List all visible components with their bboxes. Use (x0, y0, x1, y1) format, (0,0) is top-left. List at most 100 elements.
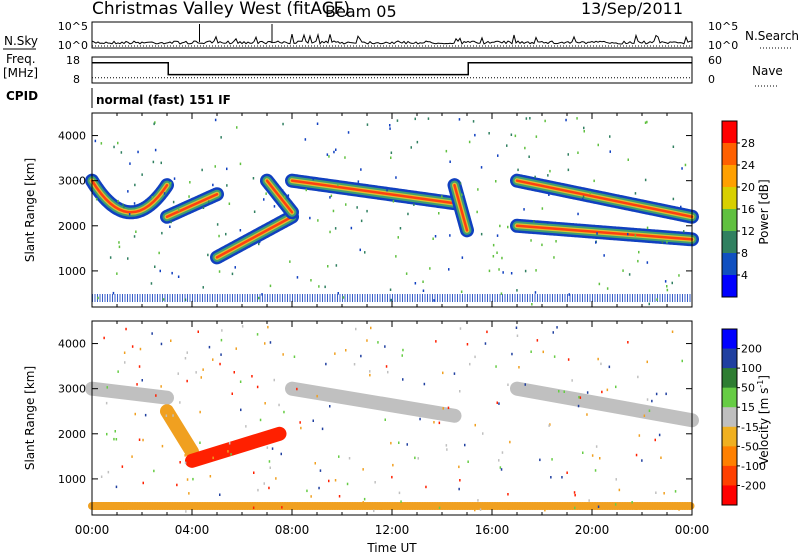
echo-speckle (646, 261, 649, 264)
echo-speckle (184, 461, 187, 465)
echo-speckle (634, 234, 637, 237)
echo-speckle (334, 479, 337, 482)
echo-speckle (189, 181, 191, 184)
echo-speckle (603, 254, 605, 257)
nsky-frame (91, 21, 693, 49)
echo-speckle (591, 454, 594, 457)
echo-speckle (208, 345, 211, 349)
echo-speckle (216, 223, 219, 226)
echo-speckle (184, 454, 186, 457)
echo-speckle (170, 339, 172, 342)
echo-speckle (384, 345, 386, 348)
echo-speckle (105, 401, 108, 405)
echo-speckle (417, 457, 419, 460)
echo-speckle (582, 451, 584, 454)
echo-speckle (366, 339, 368, 342)
echo-speckle (568, 293, 570, 296)
echo-speckle (433, 421, 435, 424)
colorbar-frame (721, 328, 738, 506)
echo-speckle (150, 282, 153, 285)
echo-speckle (335, 148, 337, 151)
echo-speckle (136, 383, 138, 386)
echo-speckle (103, 336, 105, 340)
echo-speckle (153, 469, 155, 473)
velocity-colorbar-label-end: ] (757, 375, 771, 380)
echo-speckle (498, 459, 500, 462)
echo-speckle (482, 432, 484, 435)
echo-speckle (165, 414, 168, 417)
echo-speckle (529, 117, 531, 120)
power-colorbar: 28 24 20 16 12 8 4 (721, 120, 755, 298)
freq-panel: Freq. [MHz] 18 8 60 0 Nave (3, 52, 783, 87)
echo-speckle (251, 375, 253, 378)
echo-speckle (496, 234, 499, 237)
cpid-label: CPID (6, 89, 38, 103)
freq-frame (91, 56, 693, 84)
echo-speckle (438, 421, 441, 425)
echo-speckle (574, 493, 576, 497)
echo-speckle (186, 379, 188, 383)
echo-arc-1 (90, 179, 169, 214)
echo-speckle (390, 441, 392, 445)
echo-speckle (366, 209, 368, 213)
echo-speckle (402, 348, 404, 352)
echo-speckle (414, 456, 416, 460)
echo-speckle (133, 202, 136, 205)
echo-speckle (112, 291, 115, 295)
echo-speckle (117, 199, 119, 203)
freq-label-line2: [MHz] (3, 66, 38, 80)
echo-speckle (395, 176, 397, 179)
echo-speckle (577, 404, 580, 408)
echo-speckle (499, 466, 502, 469)
echo-speckle (681, 359, 683, 363)
echo-speckle (484, 342, 487, 345)
echo-speckle (550, 476, 552, 479)
echo-speckle (516, 334, 519, 337)
echo-speckle (261, 293, 263, 296)
echo-speckle (548, 193, 550, 196)
echo-speckle (124, 361, 126, 364)
echo-speckle (316, 394, 318, 398)
colorbar-segment (722, 231, 737, 254)
y-tick-label: 4000 (58, 130, 86, 143)
echo-speckle (162, 298, 165, 301)
echo-speckle (283, 195, 286, 198)
power-ylabel: Slant Range [km] (23, 158, 37, 262)
echo-arc-4 (265, 179, 294, 214)
echo-speckle (445, 149, 448, 153)
echo-speckle (608, 365, 611, 369)
echo-speckle (312, 419, 314, 422)
echo-speckle (97, 296, 99, 300)
echo-speckle (434, 235, 437, 238)
echo-speckle (161, 231, 163, 235)
echo-speckle (321, 427, 324, 431)
echo-speckle (363, 497, 366, 501)
echo-speckle (263, 482, 265, 485)
echo-arc-2 (165, 192, 219, 219)
echo-speckle (678, 274, 680, 277)
echo-speckle (386, 189, 388, 192)
velocity-colorbar-label-main: Velocity [m s (757, 388, 771, 465)
echo-speckle (419, 417, 421, 421)
y-tick-label: 3000 (58, 175, 86, 188)
echo-speckle (309, 216, 311, 220)
echo-speckle (151, 332, 153, 335)
echo-speckle (441, 195, 443, 198)
echo-speckle (160, 385, 162, 388)
echo-speckle (582, 197, 584, 201)
echo-speckle (179, 401, 181, 404)
velocity-colorbar: 200 100 50 15 -15 -50 -100 -200 (721, 328, 766, 506)
echo-speckle (231, 272, 234, 276)
echo-speckle (212, 456, 214, 460)
echo-speckle (385, 365, 388, 368)
echo-speckle (289, 260, 291, 263)
echo-speckle (169, 225, 171, 228)
echo-speckle (499, 224, 501, 228)
header: Christmas Valley West (fitACF) Beam 05 1… (92, 0, 683, 21)
echo-speckle (606, 388, 609, 392)
echo-speckle (425, 485, 427, 489)
echo-speckle (335, 264, 338, 267)
echo-speckle (390, 156, 392, 159)
echo-speckle (184, 357, 187, 360)
